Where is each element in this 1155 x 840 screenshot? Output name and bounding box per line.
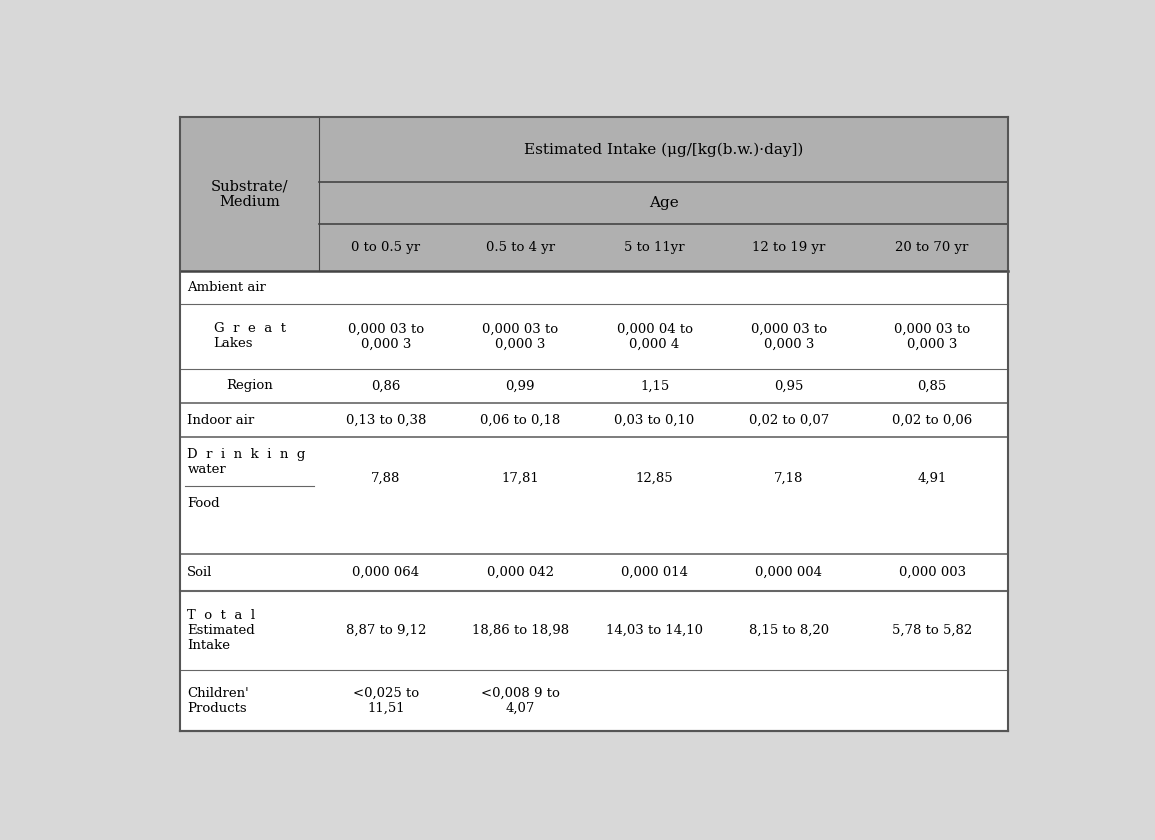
Text: 1,15: 1,15 (640, 380, 669, 392)
Text: 0.5 to 4 yr: 0.5 to 4 yr (486, 241, 554, 255)
Text: 20 to 70 yr: 20 to 70 yr (895, 241, 969, 255)
Text: 0,000 03 to
0,000 3: 0,000 03 to 0,000 3 (348, 323, 424, 350)
Text: 5,78 to 5,82: 5,78 to 5,82 (892, 624, 973, 638)
Text: <0,008 9 to
4,07: <0,008 9 to 4,07 (480, 687, 560, 715)
Text: 0,95: 0,95 (774, 380, 804, 392)
Text: 12 to 19 yr: 12 to 19 yr (752, 241, 826, 255)
Text: 4,91: 4,91 (917, 472, 947, 486)
Text: 0,000 003: 0,000 003 (899, 566, 966, 579)
Text: 18,86 to 18,98: 18,86 to 18,98 (471, 624, 569, 638)
Text: D  r  i  n  k  i  n  g
water: D r i n k i n g water (187, 448, 306, 475)
Text: Soil: Soil (187, 566, 213, 579)
Text: Indoor air: Indoor air (187, 413, 254, 427)
Text: 0,000 042: 0,000 042 (486, 566, 554, 579)
Text: 14,03 to 14,10: 14,03 to 14,10 (606, 624, 703, 638)
Text: Children'
Products: Children' Products (187, 687, 249, 715)
Text: Region: Region (226, 380, 273, 392)
Text: Ambient air: Ambient air (187, 281, 266, 294)
Text: 0,86: 0,86 (372, 380, 401, 392)
Text: 0,06 to 0,18: 0,06 to 0,18 (480, 413, 560, 427)
Text: 0,000 03 to
0,000 3: 0,000 03 to 0,000 3 (894, 323, 970, 350)
Text: 0,02 to 0,07: 0,02 to 0,07 (748, 413, 829, 427)
Text: 0,03 to 0,10: 0,03 to 0,10 (614, 413, 694, 427)
Text: 0,000 014: 0,000 014 (621, 566, 688, 579)
Text: 0,99: 0,99 (506, 380, 535, 392)
Text: 5 to 11yr: 5 to 11yr (625, 241, 685, 255)
Text: 0 to 0.5 yr: 0 to 0.5 yr (351, 241, 420, 255)
Text: 7,18: 7,18 (774, 472, 804, 486)
Text: Estimated Intake (μg/[kg(b.w.)·day]): Estimated Intake (μg/[kg(b.w.)·day]) (524, 142, 803, 157)
Text: 17,81: 17,81 (501, 472, 539, 486)
Text: Age: Age (649, 196, 678, 210)
Text: 0,000 04 to
0,000 4: 0,000 04 to 0,000 4 (617, 323, 693, 350)
Text: 0,13 to 0,38: 0,13 to 0,38 (345, 413, 426, 427)
Text: G  r  e  a  t
Lakes: G r e a t Lakes (214, 323, 285, 350)
Text: Food: Food (187, 496, 219, 510)
Bar (180, 117, 1008, 271)
Text: 7,88: 7,88 (372, 472, 401, 486)
Text: T  o  t  a  l
Estimated
Intake: T o t a l Estimated Intake (187, 609, 255, 652)
Text: Substrate/
Medium: Substrate/ Medium (211, 179, 289, 209)
Text: 0,02 to 0,06: 0,02 to 0,06 (892, 413, 973, 427)
Text: 8,87 to 9,12: 8,87 to 9,12 (345, 624, 426, 638)
Text: 0,000 064: 0,000 064 (352, 566, 419, 579)
Text: 0,000 004: 0,000 004 (755, 566, 822, 579)
Bar (180, 271, 1008, 732)
Text: 12,85: 12,85 (635, 472, 673, 486)
Text: 0,000 03 to
0,000 3: 0,000 03 to 0,000 3 (751, 323, 827, 350)
Text: 0,85: 0,85 (917, 380, 947, 392)
Text: 0,000 03 to
0,000 3: 0,000 03 to 0,000 3 (483, 323, 558, 350)
Text: 8,15 to 8,20: 8,15 to 8,20 (748, 624, 829, 638)
Text: <0,025 to
11,51: <0,025 to 11,51 (353, 687, 419, 715)
